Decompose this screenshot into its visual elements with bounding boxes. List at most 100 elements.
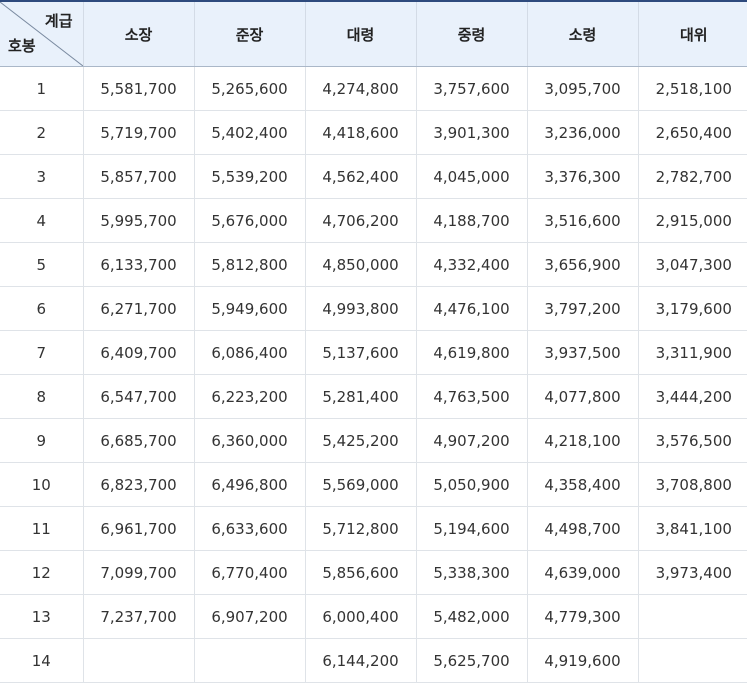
salary-cell: 4,476,100: [416, 286, 528, 331]
salary-cell: 2,518,100: [638, 66, 747, 111]
corner-header: 계급 호봉: [0, 1, 84, 67]
table-row: 10 6,823,700 6,496,800 5,569,000 5,050,900 4,…: [0, 462, 747, 507]
salary-cell: 5,338,300: [416, 550, 528, 595]
salary-cell: 4,639,000: [527, 550, 639, 595]
salary-cell: 6,496,800: [194, 462, 306, 507]
step-cell: 2: [0, 110, 84, 155]
salary-cell: 5,539,200: [194, 154, 306, 199]
salary-cell: 3,095,700: [527, 66, 639, 111]
step-cell: 9: [0, 418, 84, 463]
step-cell: 7: [0, 330, 84, 375]
salary-cell: 6,223,200: [194, 374, 306, 419]
salary-cell: 4,418,600: [305, 110, 417, 155]
salary-cell: 4,077,800: [527, 374, 639, 419]
salary-cell: [638, 594, 747, 639]
salary-cell: 4,850,000: [305, 242, 417, 287]
salary-cell: 6,360,000: [194, 418, 306, 463]
table-row: 8 6,547,700 6,223,200 5,281,400 4,763,500 4,0…: [0, 374, 747, 419]
table-body: 1 5,581,700 5,265,600 4,274,800 3,757,600 3,0…: [0, 66, 747, 683]
salary-cell: [83, 638, 195, 683]
salary-cell: 3,311,900: [638, 330, 747, 375]
salary-cell: 3,516,600: [527, 198, 639, 243]
diagonal-divider: [0, 2, 83, 66]
table-row: 13 7,237,700 6,907,200 6,000,400 5,482,000 4,…: [0, 594, 747, 639]
salary-cell: 3,973,400: [638, 550, 747, 595]
table-row: 6 6,271,700 5,949,600 4,993,800 4,476,100 3,7…: [0, 286, 747, 331]
salary-cell: 5,569,000: [305, 462, 417, 507]
salary-cell: 3,901,300: [416, 110, 528, 155]
salary-cell: 5,137,600: [305, 330, 417, 375]
salary-cell: 4,907,200: [416, 418, 528, 463]
table-row: 5 6,133,700 5,812,800 4,850,000 4,332,400 3,6…: [0, 242, 747, 287]
salary-cell: 5,194,600: [416, 506, 528, 551]
salary-cell: 5,857,700: [83, 154, 195, 199]
salary-cell: 4,218,100: [527, 418, 639, 463]
salary-cell: 3,179,600: [638, 286, 747, 331]
column-header: 소장: [83, 1, 195, 67]
salary-cell: 4,188,700: [416, 198, 528, 243]
step-cell: 3: [0, 154, 84, 199]
salary-cell: 6,961,700: [83, 506, 195, 551]
salary-cell: 5,812,800: [194, 242, 306, 287]
salary-cell: 4,332,400: [416, 242, 528, 287]
salary-cell: 3,757,600: [416, 66, 528, 111]
salary-cell: 5,281,400: [305, 374, 417, 419]
salary-cell: 4,562,400: [305, 154, 417, 199]
step-cell: 6: [0, 286, 84, 331]
column-header: 대위: [638, 1, 747, 67]
salary-cell: 3,797,200: [527, 286, 639, 331]
salary-cell: 5,050,900: [416, 462, 528, 507]
salary-cell: 5,949,600: [194, 286, 306, 331]
step-cell: 12: [0, 550, 84, 595]
salary-cell: 5,719,700: [83, 110, 195, 155]
corner-label-rank: 계급: [44, 12, 73, 30]
salary-cell: 4,779,300: [527, 594, 639, 639]
salary-cell: 5,712,800: [305, 506, 417, 551]
salary-cell: [194, 638, 306, 683]
step-cell: 8: [0, 374, 84, 419]
column-header: 대령: [305, 1, 417, 67]
salary-cell: 5,856,600: [305, 550, 417, 595]
step-cell: 11: [0, 506, 84, 551]
salary-cell: 3,708,800: [638, 462, 747, 507]
salary-cell: 2,915,000: [638, 198, 747, 243]
salary-cell: 2,650,400: [638, 110, 747, 155]
salary-cell: 7,099,700: [83, 550, 195, 595]
salary-cell: 5,581,700: [83, 66, 195, 111]
salary-cell: 6,547,700: [83, 374, 195, 419]
table-row: 7 6,409,700 6,086,400 5,137,600 4,619,800 3,9…: [0, 330, 747, 375]
salary-cell: 6,633,600: [194, 506, 306, 551]
salary-cell: [638, 638, 747, 683]
table-row: 14 6,144,200 5,625,700 4,919,600: [0, 638, 747, 683]
salary-cell: 5,402,400: [194, 110, 306, 155]
step-cell: 13: [0, 594, 84, 639]
salary-cell: 4,358,400: [527, 462, 639, 507]
salary-cell: 4,274,800: [305, 66, 417, 111]
corner-label-step: 호봉: [8, 37, 36, 55]
salary-cell: 6,000,400: [305, 594, 417, 639]
salary-cell: 4,498,700: [527, 506, 639, 551]
table-row: 12 7,099,700 6,770,400 5,856,600 5,338,300 4,…: [0, 550, 747, 595]
salary-cell: 6,271,700: [83, 286, 195, 331]
salary-cell: 7,237,700: [83, 594, 195, 639]
salary-cell: 6,409,700: [83, 330, 195, 375]
salary-cell: 3,576,500: [638, 418, 747, 463]
table-row: 2 5,719,700 5,402,400 4,418,600 3,901,300 3,2…: [0, 110, 747, 155]
salary-cell: 6,823,700: [83, 462, 195, 507]
salary-cell: 6,770,400: [194, 550, 306, 595]
salary-cell: 3,047,300: [638, 242, 747, 287]
salary-cell: 6,133,700: [83, 242, 195, 287]
table-row: 11 6,961,700 6,633,600 5,712,800 5,194,600 4,…: [0, 506, 747, 551]
salary-cell: 3,376,300: [527, 154, 639, 199]
salary-cell: 6,086,400: [194, 330, 306, 375]
table-row: 4 5,995,700 5,676,000 4,706,200 4,188,700 3,5…: [0, 198, 747, 243]
salary-cell: 4,619,800: [416, 330, 528, 375]
salary-cell: 5,676,000: [194, 198, 306, 243]
salary-cell: 4,763,500: [416, 374, 528, 419]
salary-cell: 3,236,000: [527, 110, 639, 155]
salary-cell: 3,937,500: [527, 330, 639, 375]
salary-cell: 4,993,800: [305, 286, 417, 331]
salary-cell: 4,045,000: [416, 154, 528, 199]
salary-cell: 6,907,200: [194, 594, 306, 639]
